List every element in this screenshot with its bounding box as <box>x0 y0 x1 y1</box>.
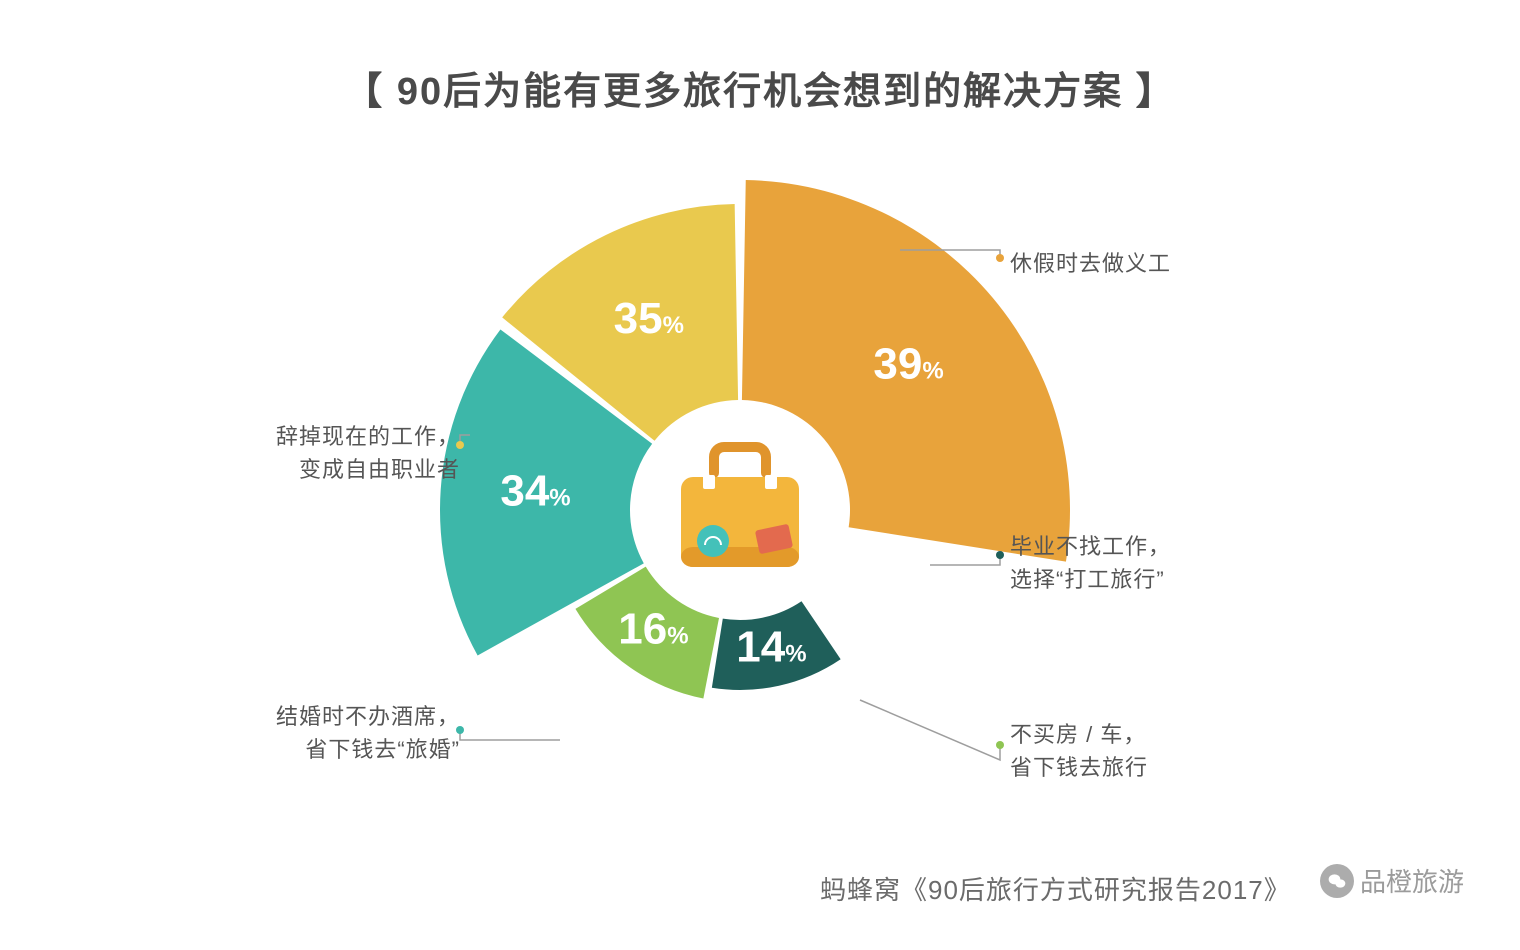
polar-bar-chart: 39%14%16%34%35% <box>0 0 1520 950</box>
segment-callout: 休假时去做义工 <box>1010 247 1240 280</box>
callout-line: 休假时去做义工 <box>1010 247 1240 280</box>
suitcase-icon <box>681 447 799 567</box>
callout-line: 省下钱去“旅婚” <box>230 733 460 766</box>
callout-line: 省下钱去旅行 <box>1010 751 1240 784</box>
segment-callout: 辞掉现在的工作，变成自由职业者 <box>230 420 460 486</box>
wechat-icon <box>1320 864 1354 898</box>
leader-dot <box>996 741 1004 749</box>
watermark-text: 品橙旅游 <box>1360 862 1464 899</box>
callout-line: 毕业不找工作， <box>1010 530 1240 563</box>
callout-line: 不买房 / 车， <box>1010 718 1240 751</box>
callout-line: 选择“打工旅行” <box>1010 563 1240 596</box>
leader-line <box>930 555 1000 565</box>
leader-line <box>860 700 1000 760</box>
leader-dot <box>996 254 1004 262</box>
segment-callout: 结婚时不办酒席，省下钱去“旅婚” <box>230 700 460 766</box>
source-credit: 蚂蜂窝《90后旅行方式研究报告2017》 <box>820 870 1291 907</box>
callout-line: 结婚时不办酒席， <box>230 700 460 733</box>
callout-line: 辞掉现在的工作， <box>230 420 460 453</box>
segment-callout: 毕业不找工作，选择“打工旅行” <box>1010 530 1240 596</box>
watermark: 品橙旅游 <box>1320 862 1464 899</box>
leader-dot <box>996 551 1004 559</box>
callout-line: 变成自由职业者 <box>230 453 460 486</box>
segment-callout: 不买房 / 车，省下钱去旅行 <box>1010 718 1240 784</box>
leader-line <box>460 730 560 740</box>
